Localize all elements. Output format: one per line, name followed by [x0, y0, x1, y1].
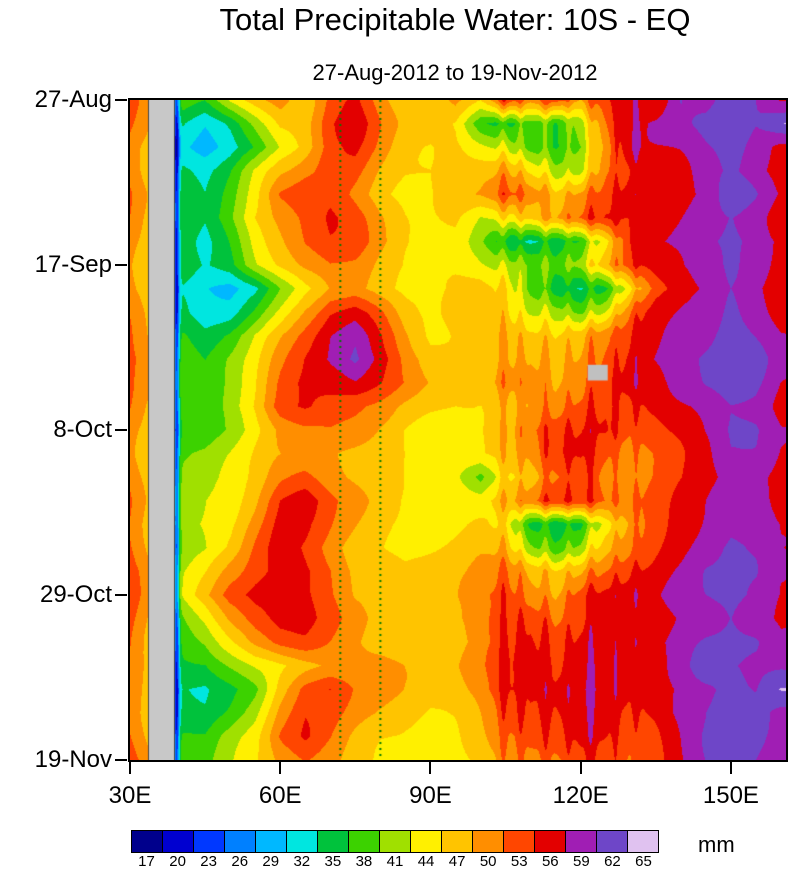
colorbar-tick-label: 32 [293, 853, 311, 870]
colorbar-tick-label: 26 [231, 853, 249, 870]
colorbar-segment [162, 830, 194, 853]
colorbar-tick-label: 59 [573, 853, 590, 870]
colorbar-tick-label: 35 [324, 853, 342, 870]
colorbar-segment [441, 830, 473, 853]
colorbar-segment [224, 830, 256, 853]
x-axis-label: 60E [258, 782, 302, 809]
colorbar-segment [317, 830, 349, 853]
colorbar-tick-label: 62 [604, 853, 621, 870]
chart-title: Total Precipitable Water: 10S - EQ [219, 2, 691, 37]
colorbar-segment [255, 830, 287, 853]
y-axis-tick [115, 594, 127, 596]
colorbar-segment [379, 830, 411, 853]
colorbar-segment [193, 830, 225, 853]
colorbar-segment [131, 830, 163, 853]
x-axis-label: 30E [108, 782, 152, 809]
y-axis-label: 17-Sep [34, 251, 112, 278]
x-axis-label: 120E [552, 782, 609, 809]
colorbar-tick-label: 65 [635, 853, 652, 870]
colorbar-tick-label: 23 [200, 853, 217, 870]
colorbar-segment [472, 830, 504, 853]
y-axis-tick [115, 759, 127, 761]
colorbar-segment [503, 830, 535, 853]
x-axis-tick [579, 762, 582, 774]
y-axis-label: 29-Oct [39, 581, 112, 608]
colorbar-segment [534, 830, 566, 853]
chart-subtitle: 27-Aug-2012 to 19-Nov-2012 [312, 60, 598, 85]
x-axis-tick [429, 762, 432, 774]
colorbar-tick-label: 38 [355, 853, 373, 870]
x-axis-tick [279, 762, 282, 774]
y-axis-label: 8-Oct [53, 416, 112, 443]
colorbar-segment [410, 830, 442, 853]
plot-area [128, 98, 788, 762]
colorbar-segment [596, 830, 628, 853]
colorbar-tick-label: 53 [510, 853, 528, 870]
y-axis-tick [115, 264, 127, 266]
colorbar-tick-label: 44 [417, 853, 435, 870]
colorbar-tick-label: 47 [448, 853, 466, 870]
colorbar-tick-label: 50 [479, 853, 497, 870]
colorbar-segment [286, 830, 318, 853]
colorbar-tick-label: 20 [169, 853, 186, 870]
colorbar-segment [627, 830, 659, 853]
y-axis-tick [115, 99, 127, 101]
y-axis-tick [115, 429, 127, 431]
x-axis-tick [129, 762, 131, 774]
x-axis-label: 90E [409, 782, 452, 809]
colorbar-tick-label: 41 [386, 853, 404, 870]
y-axis-label: 27-Aug [34, 86, 112, 113]
colorbar-tick-label: 17 [138, 853, 155, 870]
x-axis-label: 150E [702, 782, 759, 809]
colorbar [131, 830, 659, 853]
colorbar-segment [565, 830, 597, 853]
x-axis-tick [729, 762, 732, 774]
colorbar-segment [348, 830, 380, 853]
colorbar-unit-label: mm [698, 832, 735, 857]
heatmap-canvas [130, 100, 786, 760]
y-axis-label: 19-Nov [34, 746, 112, 773]
colorbar-tick-label: 56 [541, 853, 559, 870]
colorbar-tick-label: 29 [262, 853, 280, 870]
